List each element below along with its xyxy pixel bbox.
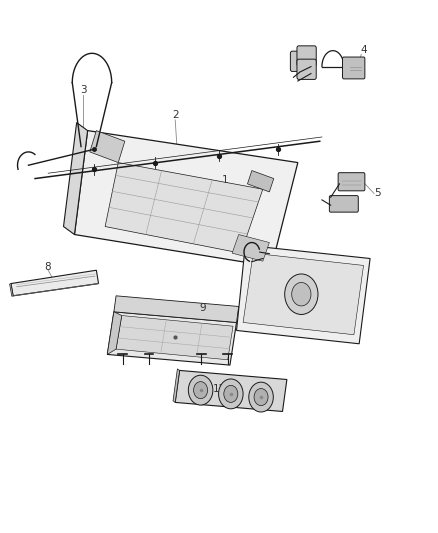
Polygon shape xyxy=(105,163,263,253)
Circle shape xyxy=(285,274,318,314)
Text: 11: 11 xyxy=(261,263,275,272)
Text: 1: 1 xyxy=(222,175,229,185)
Text: 12: 12 xyxy=(213,384,226,393)
Polygon shape xyxy=(175,370,287,411)
Circle shape xyxy=(219,379,243,409)
Polygon shape xyxy=(64,123,88,235)
Circle shape xyxy=(194,382,208,399)
FancyBboxPatch shape xyxy=(297,46,316,66)
Text: 4: 4 xyxy=(360,45,367,55)
Polygon shape xyxy=(232,235,269,261)
Circle shape xyxy=(254,389,268,406)
Text: 2: 2 xyxy=(172,110,179,120)
Text: 3: 3 xyxy=(80,85,87,95)
Polygon shape xyxy=(107,312,237,365)
Polygon shape xyxy=(114,296,239,322)
FancyBboxPatch shape xyxy=(297,59,316,79)
Polygon shape xyxy=(11,270,99,296)
Text: 8: 8 xyxy=(44,262,51,271)
Polygon shape xyxy=(173,369,180,402)
Text: 10: 10 xyxy=(325,281,338,291)
FancyBboxPatch shape xyxy=(329,196,358,212)
Circle shape xyxy=(249,382,273,412)
Text: 9: 9 xyxy=(199,303,206,313)
Text: 5: 5 xyxy=(374,189,381,198)
Polygon shape xyxy=(116,316,233,360)
FancyBboxPatch shape xyxy=(338,173,365,191)
FancyBboxPatch shape xyxy=(290,51,310,71)
Polygon shape xyxy=(10,284,13,296)
FancyBboxPatch shape xyxy=(343,57,365,79)
Circle shape xyxy=(188,375,213,405)
Circle shape xyxy=(292,282,311,306)
Polygon shape xyxy=(247,171,274,192)
Polygon shape xyxy=(74,131,298,266)
Polygon shape xyxy=(243,253,364,335)
Polygon shape xyxy=(107,312,122,354)
Polygon shape xyxy=(90,131,125,163)
Circle shape xyxy=(224,385,238,402)
Polygon shape xyxy=(237,245,370,344)
